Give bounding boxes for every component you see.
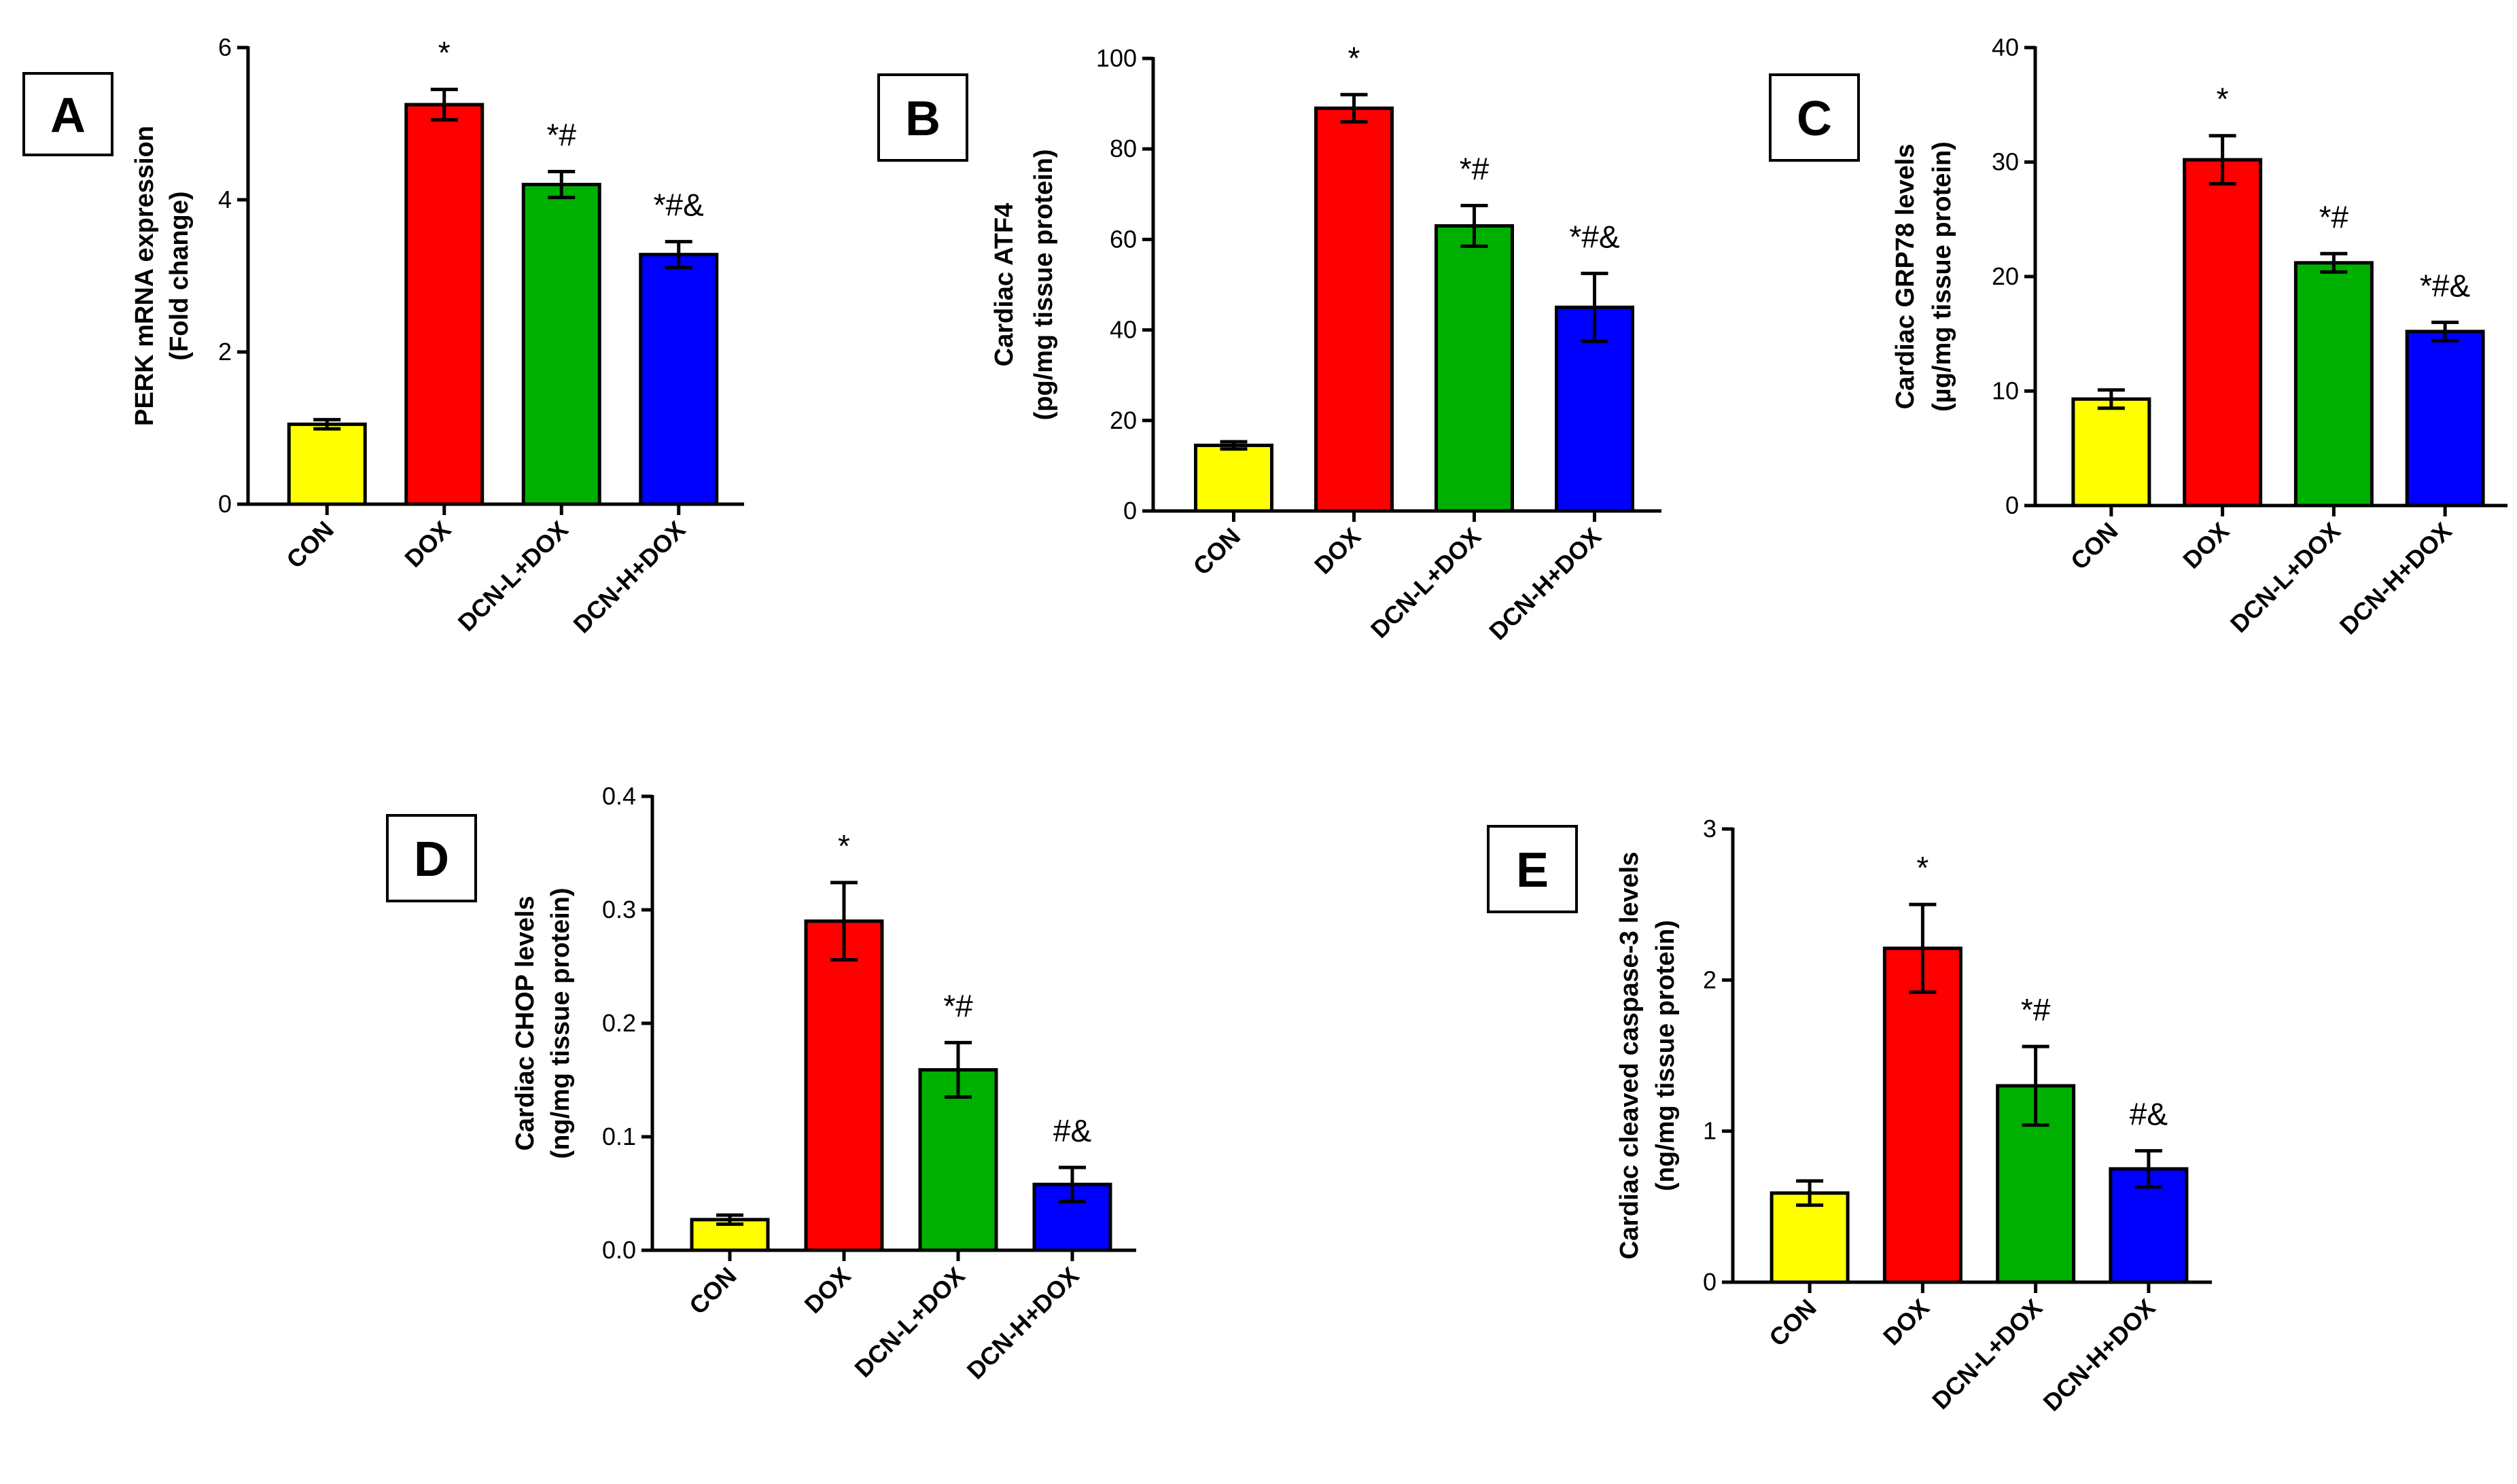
significance-label: *# [1460, 151, 1490, 186]
y-tick-label: 30 [1992, 148, 2019, 176]
significance-label: * [1348, 40, 1360, 75]
chart-panel-a: A 0 2 4 6 PERK mRNA expression (Fold change) CO… [22, 33, 744, 639]
significance-label: * [438, 35, 451, 71]
chart-panel-c: C 0 10 20 30 40 Cardiac GRP78 levels (µg/mg tis… [1769, 33, 2507, 640]
category-label: DCN-H+DOX [2038, 1294, 2161, 1417]
category-label: DCN-H+DOX [1483, 523, 1606, 646]
significance-label: *# [547, 118, 577, 153]
chart-panel-b: B 0 20 40 60 80 100 Cardiac ATF4 (pg/mg tissue p… [877, 40, 1661, 646]
y-tick-label: 0 [2005, 491, 2019, 519]
category-label: DCN-L+DOX [1926, 1294, 2047, 1415]
bar-dcn-l-dox [918, 1067, 998, 1252]
significance-label: *#& [1569, 219, 1619, 254]
y-tick-label: 4 [218, 186, 232, 213]
y-tick-label: 40 [1110, 316, 1137, 344]
panel-label-box [877, 73, 968, 162]
category-label: DCN-L+DOX [2225, 517, 2346, 638]
y-tick-label: 10 [1992, 377, 2019, 405]
significance-label: * [2217, 82, 2229, 117]
y-tick-label: 0.3 [602, 896, 636, 923]
bar-dox [804, 919, 884, 1252]
panel-label: C [1797, 92, 1832, 146]
bar-dox [2183, 158, 2263, 508]
significance-label: #& [1053, 1113, 1091, 1148]
category-label: CON [684, 1262, 742, 1320]
panel-label: E [1516, 843, 1549, 898]
y-axis-title-line: Cardiac GRP78 levels [1891, 144, 1920, 410]
panel-label: D [414, 832, 449, 887]
y-tick-label: 40 [1992, 33, 2019, 61]
y-axis-title-line: (µg/mg tissue protein) [1928, 141, 1956, 412]
category-label: CON [2065, 517, 2124, 576]
category-label: DOX [1309, 523, 1366, 580]
panel-label-box [1487, 825, 1578, 913]
y-tick-label: 60 [1110, 225, 1137, 253]
y-tick-label: 0 [1123, 497, 1137, 525]
chart-panel-d: D 0.0 0.1 0.2 0.3 0.4 Cardiac CHOP levels (ng/m… [386, 782, 1136, 1385]
y-tick-label: 0.4 [602, 782, 636, 810]
bar-dox [404, 103, 485, 506]
y-tick-label: 100 [1096, 44, 1137, 72]
panel-label-box [22, 72, 113, 156]
category-label: CON [1188, 523, 1246, 581]
y-axis-title-line: (ng/mg tissue protein) [1651, 920, 1680, 1191]
panel-label: B [905, 92, 940, 146]
bar-con [287, 422, 367, 506]
y-axis-title-line: Cardiac ATF4 [990, 203, 1019, 367]
bar-dcn-l-dox [1434, 224, 1514, 513]
significance-label: *#& [2420, 268, 2470, 303]
bar-con [2071, 397, 2151, 508]
category-label: CON [1763, 1294, 1822, 1352]
bar-dcn-l-dox [521, 183, 601, 506]
y-axis-title-line: (Fold change) [165, 191, 194, 360]
y-tick-label: 0.0 [602, 1236, 636, 1264]
y-tick-label: 0.2 [602, 1009, 636, 1037]
y-tick-label: 80 [1110, 135, 1137, 162]
bar-dcn-l-dox [2293, 261, 2374, 508]
y-tick-label: 20 [1110, 406, 1137, 434]
y-tick-label: 0.1 [602, 1123, 636, 1150]
significance-label: *# [2021, 992, 2051, 1027]
y-tick-label: 6 [218, 33, 232, 61]
bar-dcn-h-dox [639, 253, 719, 506]
category-label: DOX [799, 1262, 856, 1319]
y-axis-title-line: Cardiac CHOP levels [511, 896, 540, 1150]
category-label: DOX [399, 516, 456, 573]
y-tick-label: 1 [1703, 1117, 1717, 1145]
y-axis-title-line: PERK mRNA expression [130, 126, 159, 426]
category-label: CON [281, 516, 339, 574]
y-axis-title-line: Cardiac cleaved caspase-3 levels [1615, 852, 1644, 1260]
category-label: DCN-L+DOX [453, 516, 574, 637]
bar-dcn-h-dox [2405, 330, 2485, 508]
significance-label: * [1916, 850, 1929, 885]
panel-label-box [1769, 73, 1860, 162]
significance-label: *# [943, 988, 973, 1023]
significance-label: * [838, 828, 850, 864]
y-tick-label: 0 [218, 490, 232, 518]
y-axis-title-line: (pg/mg tissue protein) [1029, 149, 1058, 421]
bar-dox [1314, 106, 1394, 513]
y-tick-label: 2 [1703, 966, 1717, 993]
significance-label: *#& [654, 188, 704, 223]
y-tick-label: 2 [218, 338, 232, 366]
bar-dox [1882, 947, 1962, 1284]
significance-label: #& [2130, 1097, 2168, 1132]
category-label: DCN-H+DOX [567, 516, 690, 639]
category-label: DCN-H+DOX [2334, 517, 2457, 640]
category-label: DCN-L+DOX [1365, 523, 1486, 643]
category-label: DCN-H+DOX [962, 1262, 1085, 1385]
y-axis-title-line: (ng/mg tissue protein) [546, 888, 575, 1159]
category-label: DOX [2177, 517, 2234, 574]
panel-label-box [386, 814, 477, 902]
y-tick-label: 3 [1703, 815, 1717, 843]
significance-label: *# [2319, 199, 2349, 234]
category-label: DOX [1878, 1294, 1935, 1351]
bar-con [1194, 443, 1273, 513]
y-tick-label: 20 [1992, 262, 2019, 290]
panel-label: A [50, 88, 86, 143]
y-tick-label: 0 [1703, 1268, 1717, 1296]
chart-panel-e: E 0 1 2 3 Cardiac cleaved caspase-3 levels (ng… [1487, 815, 2212, 1417]
category-label: DCN-L+DOX [849, 1262, 970, 1383]
